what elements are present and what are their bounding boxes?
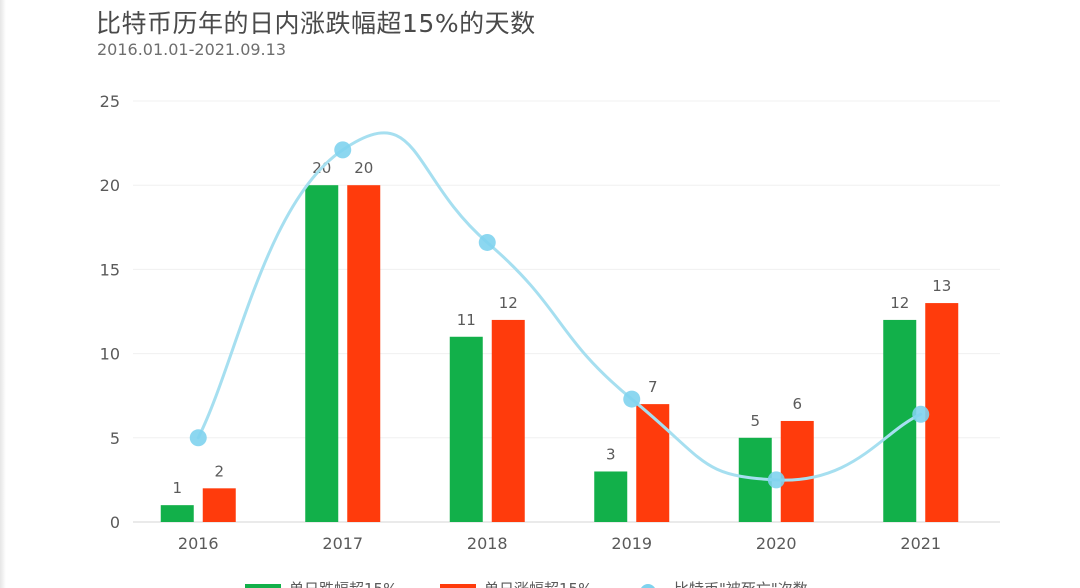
bar-decline [305, 185, 339, 522]
bar-rise [202, 488, 236, 522]
bar-rise [780, 420, 814, 522]
x-tick-label: 2019 [611, 534, 652, 553]
bar-rise [925, 303, 959, 522]
y-tick-label: 15 [100, 260, 120, 279]
bar-decline [594, 471, 628, 522]
y-tick-label: 5 [110, 429, 120, 448]
line-point [334, 141, 352, 159]
y-tick-label: 0 [110, 513, 120, 532]
line-point [189, 429, 207, 447]
bar-decline [449, 336, 483, 522]
line-point [767, 471, 785, 489]
x-tick-label: 2018 [467, 534, 508, 553]
legend-label: 比特币"被死亡"次数 [674, 580, 808, 588]
bar-data-label: 7 [648, 378, 658, 396]
x-tick-label: 2016 [178, 534, 219, 553]
line-point [912, 405, 930, 423]
bar-data-label: 1 [172, 479, 182, 497]
bar-data-label: 5 [750, 412, 760, 430]
bar-data-label: 12 [499, 294, 518, 312]
bar-data-label: 11 [457, 311, 476, 329]
y-tick-label: 25 [100, 92, 120, 111]
x-tick-label: 2021 [900, 534, 941, 553]
bar-data-label: 2 [214, 462, 224, 480]
line-point [478, 233, 496, 251]
chart-title: 比特币历年的日内涨跌幅超15%的天数 [96, 9, 536, 38]
x-tick-label: 2017 [322, 534, 363, 553]
legend-swatch [245, 584, 281, 588]
bar-rise [491, 319, 525, 522]
y-tick-label: 20 [100, 176, 120, 195]
legend-swatch-marker [641, 584, 655, 588]
bar-data-label: 13 [932, 277, 951, 295]
line-point [623, 390, 641, 408]
legend-swatch [440, 584, 476, 588]
bar-rise [347, 185, 381, 522]
bar-data-label: 20 [354, 159, 373, 177]
left-edge-shadow [0, 0, 6, 588]
x-tick-label: 2020 [756, 534, 797, 553]
bar-data-label: 6 [792, 395, 802, 413]
legend-label: 单日跌幅超15% [289, 580, 397, 588]
bar-rise [636, 404, 670, 522]
bar-data-label: 12 [890, 294, 909, 312]
legend-label: 单日涨幅超15% [484, 580, 592, 588]
chart-subtitle: 2016.01.01-2021.09.13 [97, 40, 286, 59]
y-tick-label: 10 [100, 345, 120, 364]
bar-data-label: 3 [606, 445, 616, 463]
bar-decline [160, 505, 194, 522]
